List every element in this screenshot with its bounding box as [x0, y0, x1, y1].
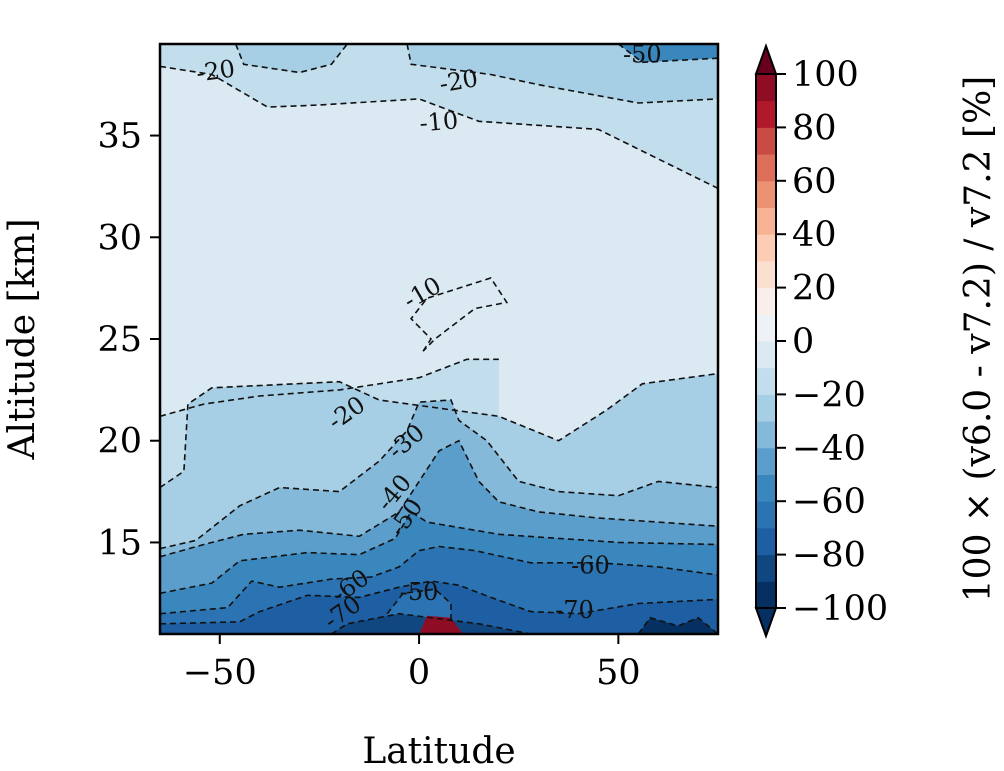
contour-label: -60: [571, 551, 610, 579]
colorbar-tick-label: 80: [792, 108, 837, 148]
contour-fill: [618, 44, 718, 63]
colorbar-tick-label: −60: [792, 482, 866, 522]
contour-line: [617, 44, 718, 64]
colorbar-segment: [756, 127, 776, 155]
contour-label: -10: [418, 106, 459, 137]
x-axis: −50 0 50: [183, 634, 641, 693]
contour-line: [386, 588, 452, 620]
y-tick-label: 15: [97, 523, 142, 563]
colorbar-segment: [756, 314, 776, 342]
colorbar-segment: [756, 367, 776, 395]
colorbar-segment: [756, 581, 776, 609]
contour-line: [637, 616, 718, 634]
colorbar-over-extend: [754, 43, 778, 75]
x-tick-label: −50: [183, 653, 257, 693]
contour-label: -50: [400, 578, 439, 606]
colorbar-tick-label: 40: [792, 215, 837, 255]
contour-line: [410, 277, 509, 352]
x-tick-label: 50: [596, 653, 641, 693]
contour-label: -70: [555, 596, 594, 624]
colorbar-segment: [756, 527, 776, 556]
x-axis-label: Latitude: [362, 731, 515, 771]
contour-fill: [235, 44, 348, 73]
colorbar-segment: [756, 207, 776, 235]
y-tick-label: 35: [97, 117, 142, 157]
contour-fill: [638, 617, 718, 634]
contour-line: [160, 580, 718, 625]
contour-label: -20: [437, 64, 480, 98]
y-tick-label: 25: [97, 320, 142, 360]
colorbar-segment: [756, 421, 776, 449]
contour-line: [160, 545, 718, 615]
colorbar-segment: [756, 394, 776, 422]
colorbar-tick-label: 60: [792, 162, 837, 202]
colorbar-tick-label: −40: [792, 429, 866, 469]
colorbar-segment: [756, 100, 776, 128]
contour-line: [160, 439, 718, 558]
colorbar-segment: [756, 234, 776, 262]
contour-lines: [160, 44, 718, 634]
colorbar-segment: [756, 287, 776, 315]
colorbar-segment: [756, 154, 776, 182]
y-tick-label: 20: [97, 422, 142, 462]
colorbar-segment: [756, 180, 776, 208]
colorbar-tick-label: 0: [792, 322, 814, 362]
colorbar-label: 100 × (v6.0 - v7.2) / v7.2 [%]: [958, 76, 999, 602]
x-tick-label: 0: [408, 653, 430, 693]
colorbar-tick-label: 100: [792, 55, 859, 95]
colorbar-under-extend: [754, 607, 778, 639]
plot-area: -20 -50-20-10-10-20-30-40-50-60-60-70 -50-…: [160, 41, 718, 634]
colorbar-segment: [756, 474, 776, 502]
y-tick-label: 30: [97, 218, 142, 258]
colorbar-segment: [756, 260, 776, 289]
contour-line: [160, 358, 499, 418]
y-axis-label: Altitude [km]: [2, 219, 43, 461]
colorbar-tick-label: 20: [792, 269, 837, 309]
contour-line: [330, 612, 531, 634]
colorbar-tick-label: −100: [792, 589, 888, 629]
contour-line: [406, 44, 718, 104]
colorbar-segment: [756, 341, 776, 369]
contour-line: [160, 372, 718, 489]
contour-fill: [411, 278, 507, 352]
contour-line: [160, 65, 718, 190]
colorbar: 100 80 60 40 20 0 −20 −40 −60 −80 −100: [754, 43, 888, 639]
y-axis: 15 20 25 30 35: [97, 117, 160, 563]
colorbar-segment: [756, 74, 776, 102]
contour-line: [234, 44, 348, 74]
colorbar-segment: [756, 447, 776, 475]
colorbar-tick-label: −80: [792, 536, 866, 576]
colorbar-segment: [756, 501, 776, 529]
colorbar-segment: [756, 554, 776, 582]
colorbar-tick-label: −20: [792, 375, 866, 415]
contour-line: [160, 510, 718, 595]
contour-line: [160, 399, 718, 550]
contour-label: -50: [623, 41, 662, 69]
contour-label: -20: [195, 54, 237, 87]
